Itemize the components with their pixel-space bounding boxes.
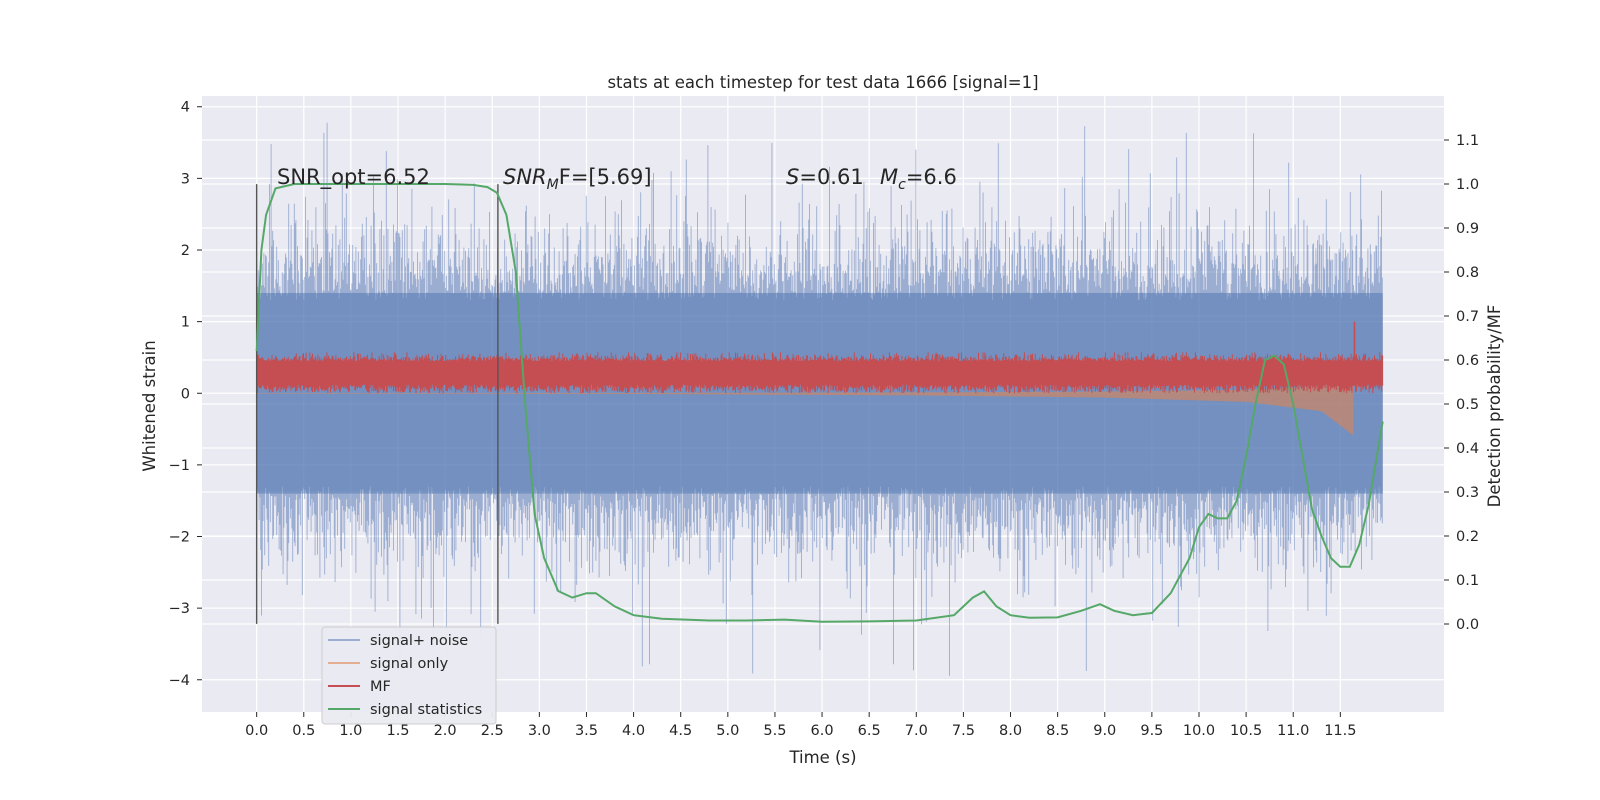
snr-mf-rest: F=[5.69]	[559, 165, 652, 189]
x-axis-label: Time (s)	[788, 748, 856, 767]
x-tick-label: 0.5	[292, 723, 315, 739]
annotation-snr-opt: SNR_opt=6.52	[277, 165, 430, 190]
annotation-snr-mf: SNRMF=[5.69]	[503, 165, 652, 193]
x-tick-label: 2.5	[481, 723, 504, 739]
x-tick-label: 11.5	[1324, 723, 1356, 739]
x-tick-label: 8.5	[1046, 723, 1069, 739]
annotation-s: S=0.61	[786, 165, 864, 189]
signal-statistics-line	[255, 183, 1384, 623]
y-left-tick-label: 3	[181, 171, 190, 187]
y-left-tick-label: −4	[169, 673, 190, 689]
mc-sub: c	[898, 177, 906, 193]
x-tick-label: 9.0	[1093, 723, 1116, 739]
x-tick-label: 11.0	[1277, 723, 1309, 739]
legend-label-signal-only: signal only	[370, 656, 449, 672]
x-tick-label: 5.5	[763, 723, 786, 739]
x-tick-label: 3.5	[575, 723, 598, 739]
x-tick-label: 10.5	[1230, 723, 1262, 739]
x-tick-label: 4.5	[669, 723, 692, 739]
snr-mf-main: SNR	[503, 165, 547, 189]
y-axis-label-left: Whitened strain	[140, 340, 159, 471]
y-left-tick-label: 0	[181, 386, 190, 402]
y-right-tick-label: 0.6	[1456, 353, 1479, 369]
legend-box	[321, 626, 497, 725]
x-tick-label: 4.0	[622, 723, 645, 739]
x-tick-label: 1.0	[339, 723, 362, 739]
y-left-tick-label: 2	[181, 243, 190, 259]
legend-label-mf: MF	[370, 679, 391, 695]
y-left-tick-label: −1	[169, 458, 190, 474]
x-tick-label: 6.0	[811, 723, 834, 739]
y-right-tick-label: 1.0	[1456, 177, 1479, 193]
annotation-mc: Mc=6.6	[880, 165, 957, 193]
y-left-tick-label: −3	[169, 601, 190, 617]
y-right-tick-label: 0.9	[1456, 221, 1479, 237]
x-tick-label: 0.0	[245, 723, 268, 739]
mc-var: M	[880, 165, 898, 189]
chart-title: stats at each timestep for test data 166…	[607, 73, 1038, 92]
x-tick-label: 3.0	[528, 723, 551, 739]
y-right-tick-label: 0.1	[1456, 573, 1479, 589]
x-tick-label: 5.0	[716, 723, 739, 739]
data-layer	[255, 122, 1384, 676]
y-right-tick-label: 0.4	[1456, 441, 1479, 457]
x-tick-label: 7.0	[905, 723, 928, 739]
x-tick-label: 8.0	[999, 723, 1022, 739]
y-right-tick-label: 0.2	[1456, 529, 1479, 545]
legend: signal+ noise signal only MF signal stat…	[321, 626, 497, 725]
mc-rest: =6.6	[906, 165, 957, 189]
x-tick-label: 1.5	[386, 723, 409, 739]
x-tick-label: 6.5	[858, 723, 881, 739]
legend-label-signal-noise: signal+ noise	[370, 633, 468, 649]
y-right-tick-label: 0.8	[1456, 265, 1479, 281]
axes: 0.0 0.5 1.0 1.5 2.0 2.5 3.0 3.5 4.0 4.5 5.0 5.5 6.0 6…	[169, 100, 1479, 739]
y-right-tick-label: 0.0	[1456, 617, 1479, 633]
y-left-tick-label: −2	[169, 530, 190, 546]
y-axis-label-right: Detection probability/MF	[1485, 305, 1504, 508]
y-right-tick-label: 0.5	[1456, 397, 1479, 413]
x-tick-label: 7.5	[952, 723, 975, 739]
x-tick-label: 10.0	[1183, 723, 1215, 739]
y-right-tick-label: 0.7	[1456, 309, 1479, 325]
y-left-tick-label: 1	[181, 315, 190, 331]
s-var: S	[786, 165, 799, 189]
y-right-tick-label: 0.3	[1456, 485, 1479, 501]
x-tick-label: 2.0	[434, 723, 457, 739]
s-rest: =0.61	[799, 165, 863, 189]
y-left-tick-label: 4	[181, 100, 190, 116]
x-tick-label: 9.5	[1140, 723, 1163, 739]
legend-label-signal-statistics: signal statistics	[370, 702, 482, 718]
snr-mf-sub: M	[547, 177, 559, 193]
y-right-tick-label: 1.1	[1456, 133, 1479, 149]
